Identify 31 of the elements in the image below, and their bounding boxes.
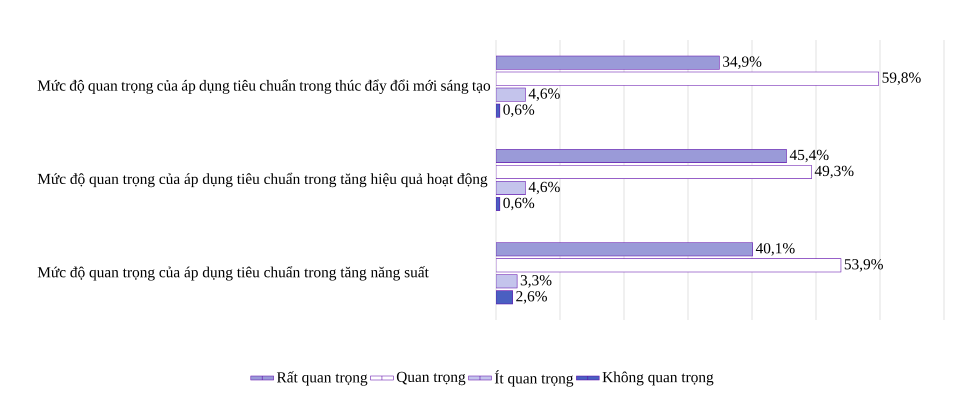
y-tick-label: Mức độ quan trọng của áp dụng tiêu chuẩn trong thúc đẩy đổi mới sáng tạo [38,79,490,94]
data-label: 4,6% [528,182,560,194]
bar [496,274,518,288]
data-label: 0,6% [503,198,534,210]
bar [496,242,753,256]
data-label: 53,9% [844,259,883,272]
bar [496,72,879,86]
data-label: 0,6% [503,104,534,117]
data-label: 59,8% [882,72,921,85]
data-label: 34,9% [723,56,762,69]
bar [496,88,526,102]
bar [496,165,812,179]
legend-label: Ít quan trọng [494,370,574,387]
bar [496,181,526,195]
data-label: 49,3% [814,166,854,178]
bar [496,258,842,272]
y-tick-label: Mức độ quan trọng của áp dụng tiêu chuẩn trong tăng năng suất [38,266,429,281]
bar [496,104,500,118]
bar [496,197,500,211]
legend-label: Rất quan trọng [276,371,368,386]
bar [496,149,787,163]
bar [496,290,513,304]
data-label: 3,3% [520,275,552,288]
legend-label: Quan trọng [396,372,466,386]
legend-label: Không quan trọng [602,371,714,386]
data-label: 4,6% [528,88,560,101]
data-label: 45,4% [790,150,829,162]
data-label: 40,1% [756,243,795,256]
data-label: 2,6% [516,291,547,304]
bar [496,56,720,70]
y-tick-label: Mức độ quan trọng của áp dụng tiêu chuẩn trong tăng hiệu quả hoạt động [38,172,488,188]
